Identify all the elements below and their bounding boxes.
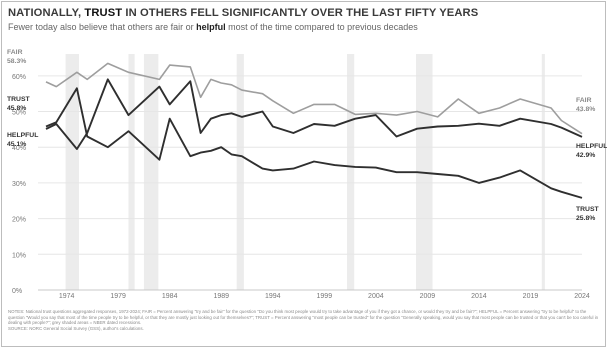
x-tick-label: 1994 (265, 293, 281, 300)
recession-band-2 (143, 54, 159, 290)
x-tick-label: 1989 (213, 293, 229, 300)
x-tick-label: 1984 (162, 293, 178, 300)
series-start-label-fair: FAIR (7, 49, 23, 56)
x-tick-label: 1974 (59, 293, 75, 300)
series-end-value-trust: 25.8% (576, 215, 595, 222)
series-end-value-fair: 43.8% (576, 106, 595, 113)
x-tick-label: 2009 (420, 293, 436, 300)
series-line-fair (45, 62, 583, 135)
series-lines (45, 62, 583, 199)
series-start-label-helpful: HELPFUL (7, 132, 38, 139)
gridlines (38, 75, 582, 291)
series-line-trust (45, 87, 583, 199)
recession-band-1 (128, 54, 135, 290)
x-tick-label: 2014 (471, 293, 487, 300)
series-start-value-trust: 45.8% (7, 105, 26, 112)
series-end-label-fair: FAIR (576, 97, 592, 104)
y-tick-label: 0% (12, 288, 22, 295)
y-tick-label: 10% (12, 252, 26, 259)
source-text: SOURCE: NORC General Social Survey (GSS)… (8, 325, 144, 331)
series-labels: FAIR 58.3% FAIR 43.8% HELPFUL 45.1% HELPFUL 42.… (7, 49, 607, 222)
y-tick-label: 60% (12, 74, 26, 81)
notes-text: NOTES: National trust questions aggregat… (8, 309, 599, 326)
y-tick-label: 30% (12, 181, 26, 188)
series-end-label-helpful: HELPFUL (576, 143, 607, 150)
recession-band-0 (65, 54, 79, 290)
x-tick-label: 1979 (110, 293, 126, 300)
y-tick-label: 50% (12, 110, 26, 117)
series-end-value-helpful: 42.9% (576, 152, 595, 159)
chart-notes: NOTES: National trust questions aggregat… (8, 309, 600, 331)
recession-band-4 (346, 54, 355, 290)
series-end-label-trust: TRUST (576, 206, 600, 213)
x-tick-label: 2004 (368, 293, 384, 300)
x-tick-label: 1999 (317, 293, 333, 300)
y-tick-label: 40% (12, 145, 26, 152)
x-tick-label: 2019 (523, 293, 539, 300)
chart-subtitle: Fewer today also believe that others are… (8, 22, 418, 32)
series-start-value-fair: 58.3% (7, 58, 26, 65)
x-tick-label: 2024 (574, 293, 590, 300)
series-line-helpful (45, 78, 583, 150)
axis-labels: 0% 10% 20% 30% 40% 50% 60% 1974 1979 1984 1989 1994… (12, 74, 590, 300)
chart-title: NATIONALLY, TRUST IN OTHERS FELL SIGNIFI… (8, 7, 479, 19)
recession-band-3 (236, 54, 244, 290)
series-start-label-trust: TRUST (7, 96, 31, 103)
y-tick-label: 20% (12, 217, 26, 224)
recession-band-6 (541, 54, 545, 290)
series-start-value-helpful: 45.1% (7, 141, 26, 148)
